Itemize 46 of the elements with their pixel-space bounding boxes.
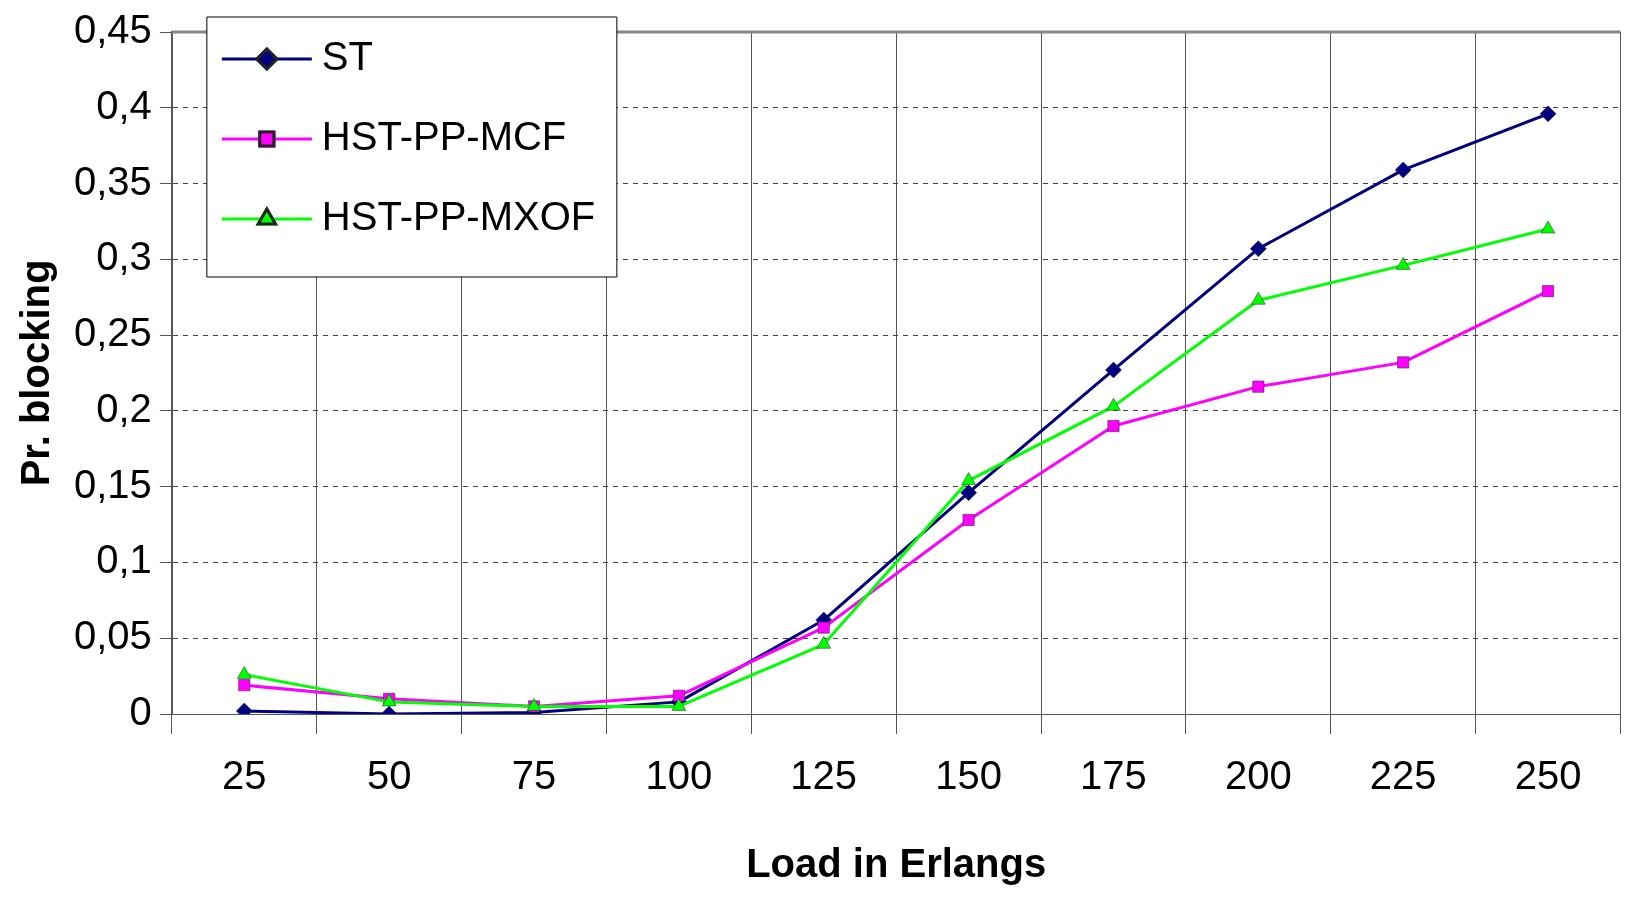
y-tick-label: 0,1 [96, 537, 152, 582]
point [1251, 292, 1266, 305]
point [237, 666, 252, 679]
x-axis-title: Load in Erlangs [746, 841, 1047, 886]
x-tick-label: 250 [1514, 753, 1582, 798]
x-tick-label: 25 [222, 753, 267, 798]
y-tick-label: 0,15 [73, 461, 152, 506]
y-tick-label: 0,35 [73, 158, 152, 203]
x-tick-label: 75 [511, 753, 557, 798]
y-tick-label: 0,4 [96, 82, 152, 127]
point [1394, 161, 1412, 179]
point [671, 698, 687, 711]
y-axis-title: Pr. blocking [13, 259, 58, 487]
x-tick-label: 125 [790, 753, 858, 798]
x-tick-label: 175 [1080, 753, 1147, 798]
point [238, 679, 251, 692]
point [816, 636, 831, 649]
point [1539, 105, 1557, 123]
point [1396, 257, 1411, 270]
point [960, 484, 977, 501]
point [1250, 240, 1267, 257]
point [961, 472, 976, 485]
y-tick-label: 0,2 [96, 385, 152, 430]
point [1540, 220, 1556, 234]
x-tick-label: 200 [1224, 753, 1292, 798]
point [1542, 285, 1554, 298]
legend-label: HST-PP-MXOF [321, 194, 596, 239]
point [817, 621, 830, 634]
x-tick-label: 150 [935, 753, 1002, 798]
point [672, 689, 685, 702]
y-tick-label: 0,3 [96, 234, 152, 279]
legend-label: HST-PP-MCF [321, 114, 567, 159]
x-tick-label: 100 [645, 753, 713, 798]
point [1106, 398, 1121, 411]
point [1397, 356, 1410, 369]
point [1252, 380, 1265, 393]
point [962, 514, 975, 526]
point [1107, 420, 1120, 432]
y-tick-label: 0,25 [73, 310, 152, 355]
x-tick-label: 50 [366, 753, 412, 798]
y-tick-label: 0 [129, 689, 152, 734]
point [1105, 361, 1122, 379]
x-tick-label: 225 [1369, 753, 1437, 798]
y-tick-label: 0,45 [73, 7, 152, 52]
y-tick-label: 0,05 [73, 613, 152, 658]
legend-label: ST [321, 34, 373, 79]
